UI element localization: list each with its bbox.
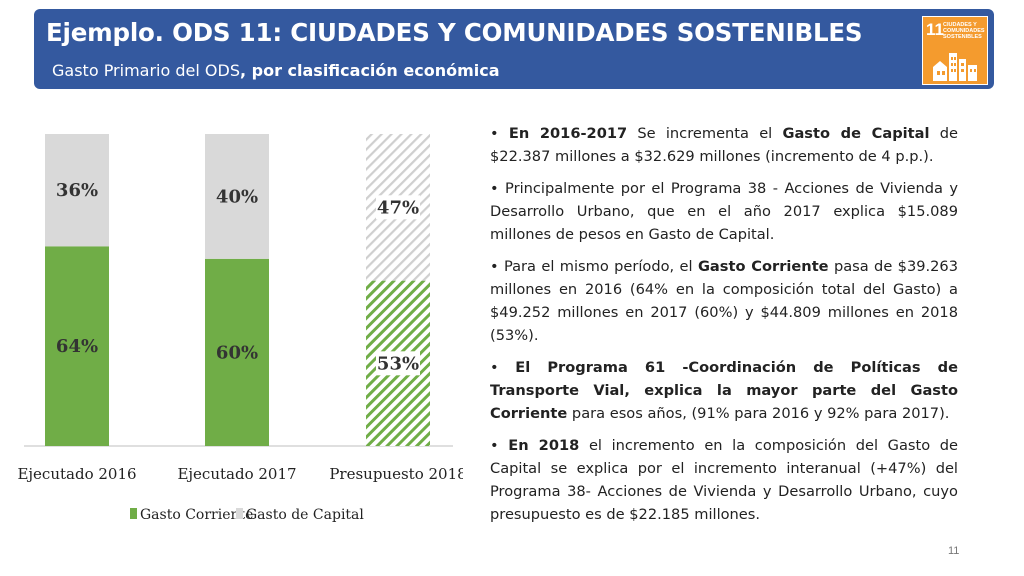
bullet-text: pasa de $39.263 millones en 2016 (64% en… [490,258,959,344]
data-label: 53% [377,353,419,374]
sdg-label: CIUDADES Y COMUNIDADES SOSTENIBLES [943,22,985,40]
bullet-text: para esos años, (91% para 2016 y 92% par… [567,405,950,422]
legend-swatch [130,508,137,519]
bullet-paragraph: • Principalmente por el Programa 38 - Ac… [490,177,958,246]
bullet-bold-text: Gasto de Capital [782,125,930,142]
bullet-paragraph: • En 2018 el incremento en la composició… [490,434,958,526]
category-label: Presupuesto 2018 [329,465,463,483]
bullet-text: el incremento en la composición del Gast… [490,437,959,523]
data-label-background [376,195,420,220]
bullet-text: • [490,359,516,376]
bullet-text: • [490,437,509,454]
page-number: 11 [948,545,960,557]
bullet-text: de $22.387 millones a $32.629 millones (… [490,125,958,165]
bullet-text: • Principalmente por el Programa 38 - Ac… [490,180,958,243]
bar-segment [205,258,269,446]
legend-label: Gasto Corriente [140,507,253,523]
bar-segment [205,134,269,259]
data-label: 64% [56,336,98,357]
bar-segment [45,246,109,446]
bullet-bold-text: En 2018 [508,437,580,454]
data-label: 47% [377,197,419,218]
data-label-background [376,351,420,376]
stacked-bar-chart: 64% 36% Ejecutado 2016 60% 40% Ejecutado 2017… [18,134,463,523]
data-label: 40% [216,186,258,207]
sdg-11-badge: 11 CIUDADES Y COMUNIDADES SOSTENIBLES [922,16,988,85]
bullet-paragraph: • En 2016-2017 Se incrementa el Gasto de… [490,122,958,168]
data-label: 60% [216,342,258,363]
page-subtitle: Gasto Primario del ODS, por clasificació… [52,61,500,80]
subtitle-bold: , por clasificación económica [239,61,500,80]
data-label: 36% [56,180,98,201]
category-label: Ejecutado 2017 [177,465,296,483]
bullet-text: • Para el mismo período, el [490,258,698,275]
bar-segment [45,134,109,247]
legend-swatch [236,508,243,519]
bullet-bold-text: El Programa 61 -Coordinación de Política… [490,359,958,422]
explanation-text: • En 2016-2017 Se incrementa el Gasto de… [490,122,958,535]
sdg-number: 11 [926,20,944,39]
bullet-bold-text: Gasto Corriente [697,258,829,275]
bullet-paragraph: • El Programa 61 -Coordinación de Políti… [490,356,958,425]
bars-group: 64% 36% Ejecutado 2016 60% 40% Ejecutado 2017… [18,134,463,483]
city-buildings-icon [933,53,977,81]
slide-header: Ejemplo. ODS 11: CIUDADES Y COMUNIDADES … [34,9,994,89]
bullet-paragraph: • Para el mismo período, el Gasto Corrie… [490,255,958,347]
bullet-text: Se incrementa el [627,125,783,142]
legend-label: Gasto de Capital [246,507,364,523]
bullet-bold-text: En 2016-2017 [508,125,628,142]
category-label: Ejecutado 2016 [18,465,137,483]
bullet-text: • [490,125,509,142]
subtitle-plain: Gasto Primario del ODS [52,61,240,80]
page-title: Ejemplo. ODS 11: CIUDADES Y COMUNIDADES … [46,18,863,47]
